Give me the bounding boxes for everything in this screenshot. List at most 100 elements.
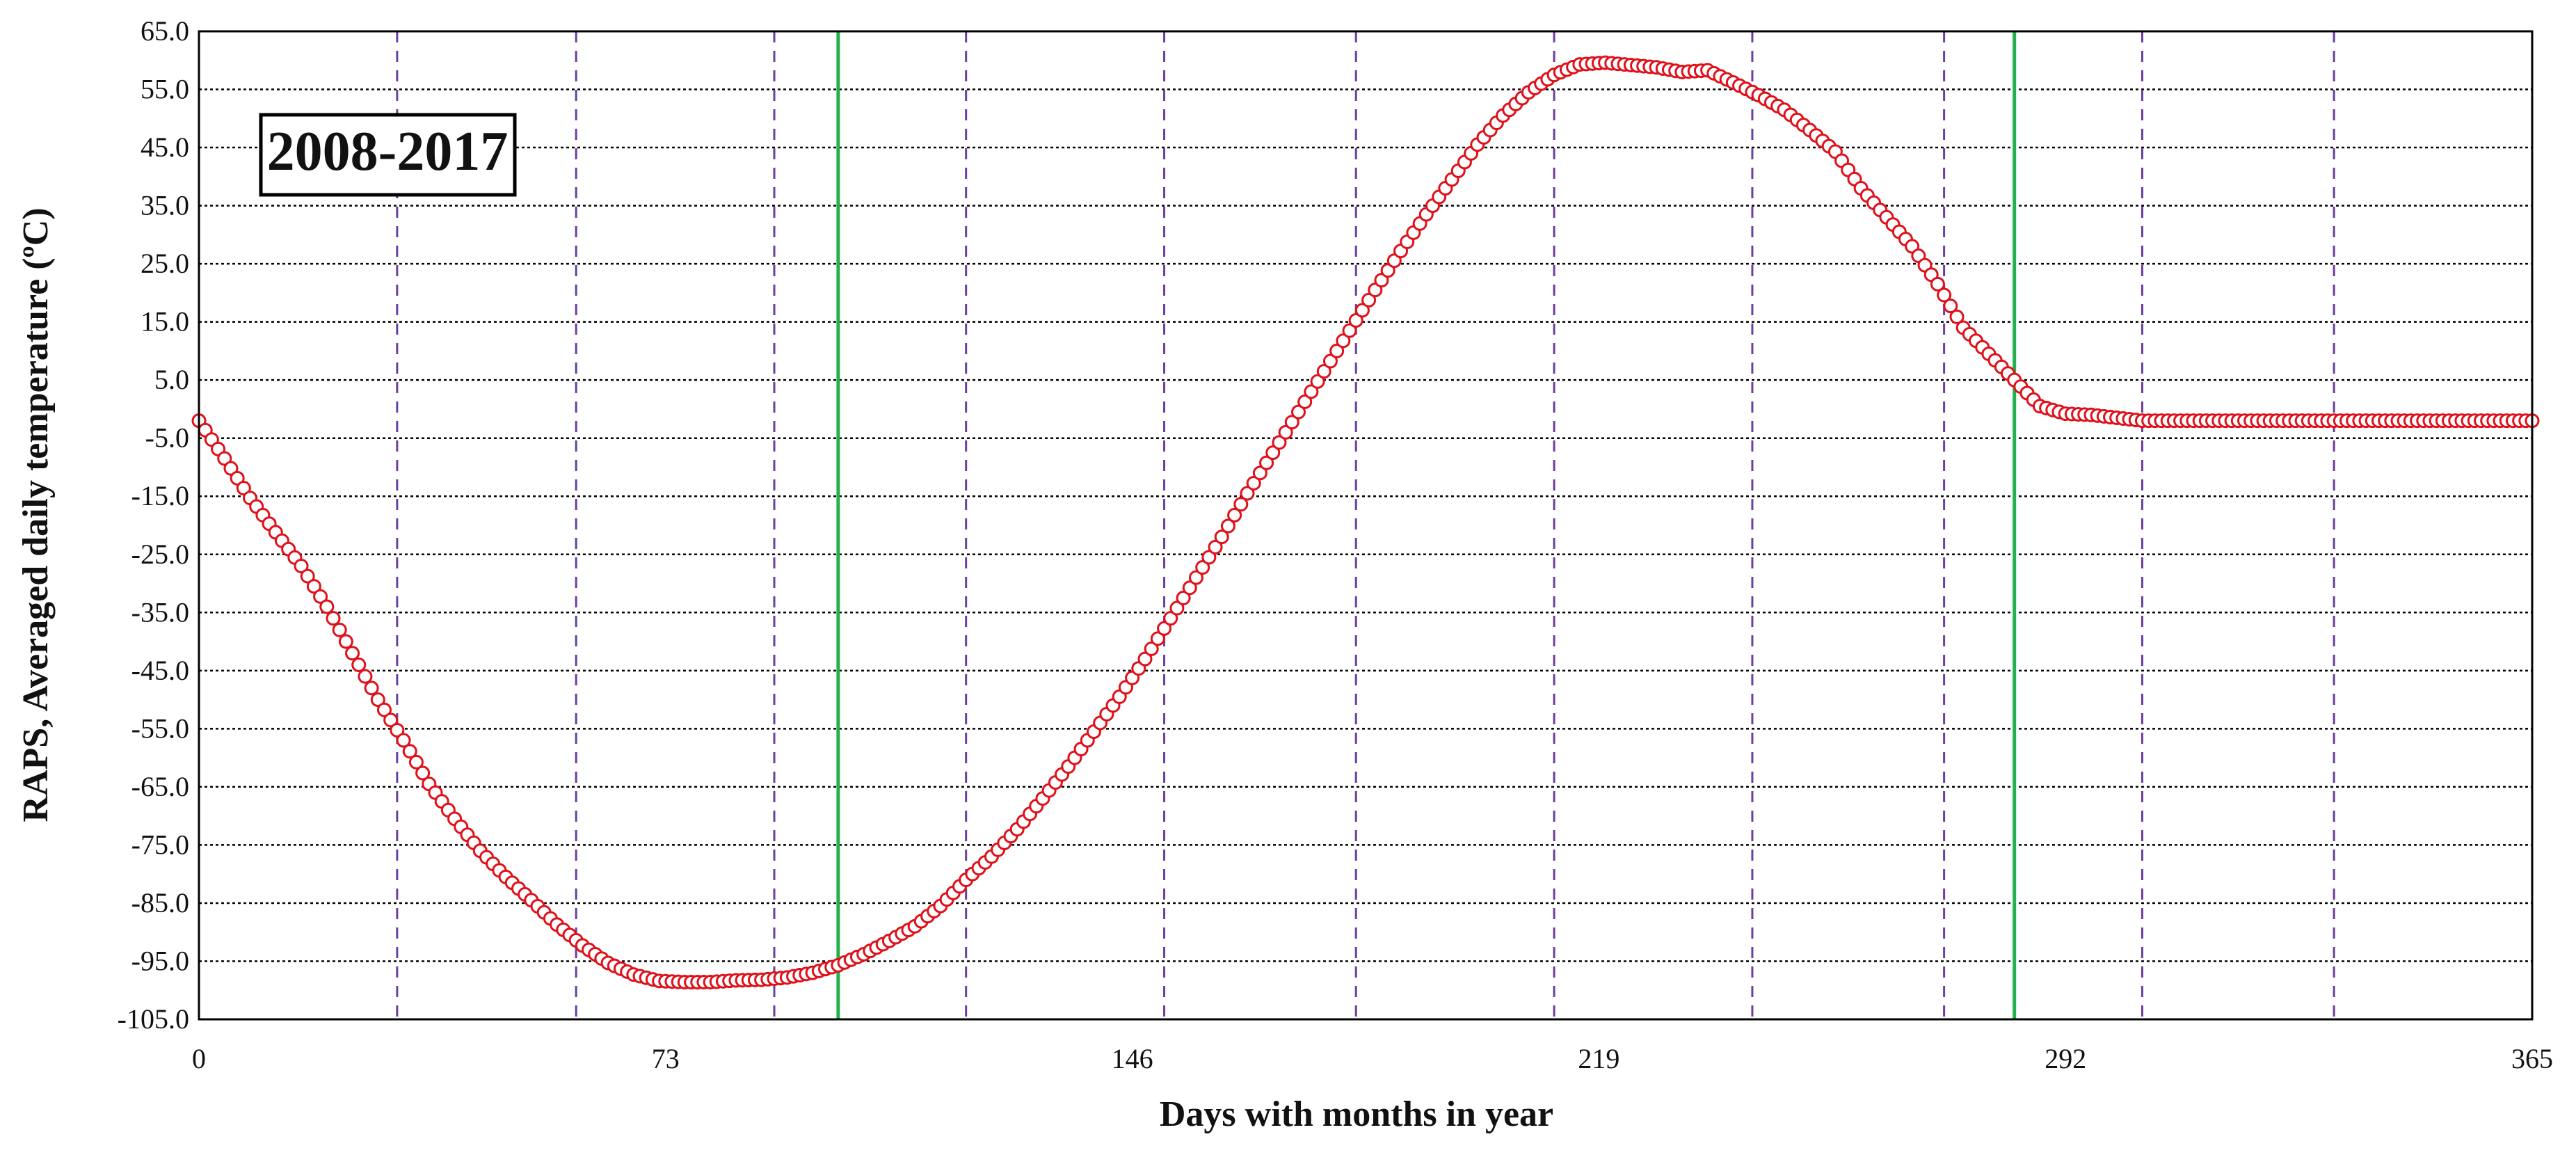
y-tick-label: -75.0	[131, 829, 189, 860]
data-point	[1354, 303, 1370, 318]
data-point	[1201, 550, 1217, 565]
data-point	[1227, 507, 1242, 523]
month-boundaries	[396, 31, 2335, 1019]
data-point	[1949, 309, 1965, 324]
data-point	[294, 558, 309, 573]
data-point	[1220, 518, 1235, 534]
data-point	[230, 470, 245, 486]
annotation-label: 2008-2017	[267, 121, 509, 182]
data-point	[332, 622, 347, 637]
data-point	[402, 744, 417, 759]
data-point	[1176, 590, 1191, 605]
y-axis-label: RAPS, Averaged daily temperature (ºC)	[16, 207, 56, 822]
y-tick-label: 45.0	[141, 132, 189, 163]
data-point	[1208, 539, 1223, 555]
data-point	[1259, 455, 1274, 470]
data-point	[1284, 415, 1299, 430]
y-tick-label: -45.0	[131, 655, 189, 686]
data-point	[408, 754, 424, 770]
x-tick-label: 292	[2045, 1043, 2086, 1074]
data-point	[358, 669, 373, 684]
data-point	[364, 680, 379, 696]
data-point	[383, 712, 399, 728]
data-point	[1214, 529, 1229, 545]
y-tick-label: 65.0	[141, 15, 189, 47]
x-tick-label: 146	[1112, 1043, 1153, 1074]
data-point	[217, 451, 232, 466]
y-tick-label: -55.0	[131, 712, 189, 744]
data-point	[370, 692, 385, 708]
y-tick-label: -65.0	[131, 771, 189, 802]
data-point	[1342, 323, 1357, 338]
plot-frame	[198, 30, 2534, 1021]
data-point	[415, 765, 431, 781]
y-tick-label: 5.0	[154, 364, 189, 395]
data-point	[1310, 374, 1325, 389]
data-point	[1943, 298, 1958, 314]
x-tick-labels: 0 73 146 219 292 365	[192, 1043, 2553, 1074]
y-tick-label: -25.0	[131, 539, 189, 570]
data-point	[390, 722, 405, 738]
data-point	[1195, 560, 1210, 575]
y-tick-label: 35.0	[141, 190, 189, 221]
x-axis-label: Days with months in year	[1160, 1094, 1553, 1134]
data-point	[1297, 395, 1313, 409]
data-point	[236, 481, 251, 496]
data-point	[338, 634, 353, 649]
data-point	[1316, 364, 1331, 379]
annotation-box: 2008-2017	[259, 113, 517, 197]
x-tick-label: 0	[192, 1043, 206, 1074]
data-point	[300, 568, 315, 584]
y-tick-label: -5.0	[145, 422, 189, 454]
data-point	[1150, 631, 1165, 646]
y-tick-label: -105.0	[118, 1003, 189, 1035]
data-point	[1144, 642, 1159, 656]
data-point	[1233, 497, 1249, 512]
data-point	[1322, 353, 1338, 369]
data-point	[1265, 445, 1281, 461]
data-point	[1348, 313, 1363, 328]
data-point	[1336, 333, 1351, 349]
data-point	[376, 702, 392, 717]
data-point	[1361, 292, 1377, 308]
y-tick-label: -95.0	[131, 945, 189, 976]
data-point	[1240, 486, 1255, 501]
data-point	[1169, 600, 1185, 616]
x-tick-label: 219	[1578, 1043, 1619, 1074]
green-lines	[836, 31, 2017, 1019]
data-point	[1252, 465, 1267, 481]
data-point	[1329, 343, 1345, 358]
data-point	[345, 646, 360, 661]
x-tick-label: 73	[652, 1043, 680, 1074]
data-point	[1272, 435, 1287, 450]
data-point	[1278, 424, 1293, 440]
y-tick-label: -35.0	[131, 596, 189, 628]
data-point	[223, 461, 239, 476]
y-tick-label: 15.0	[141, 306, 189, 337]
grid-layer	[199, 30, 2532, 1021]
data-point	[1304, 384, 1319, 399]
data-point	[313, 589, 328, 604]
data-point	[351, 657, 367, 672]
y-tick-labels: 65.0 55.0 45.0 35.0 25.0 15.0 5.0 -5.0 -15.0 -25.…	[118, 15, 189, 1035]
data-point	[1188, 570, 1203, 585]
data-point	[1930, 276, 1945, 292]
data-point	[319, 599, 335, 614]
data-point	[1291, 404, 1306, 420]
y-tick-label: -85.0	[131, 887, 189, 918]
data-point	[1163, 611, 1178, 626]
data-point	[1157, 621, 1172, 636]
data-point	[326, 611, 341, 626]
data-points	[191, 55, 2540, 990]
data-point	[396, 733, 411, 748]
data-point	[1137, 651, 1153, 667]
data-point	[306, 579, 321, 594]
y-tick-label: 55.0	[141, 74, 189, 105]
data-point	[1246, 475, 1261, 491]
y-tick-label: -15.0	[131, 480, 189, 511]
y-tick-label: 25.0	[141, 248, 189, 279]
data-point	[1937, 287, 1952, 303]
x-tick-label: 365	[2511, 1043, 2553, 1074]
